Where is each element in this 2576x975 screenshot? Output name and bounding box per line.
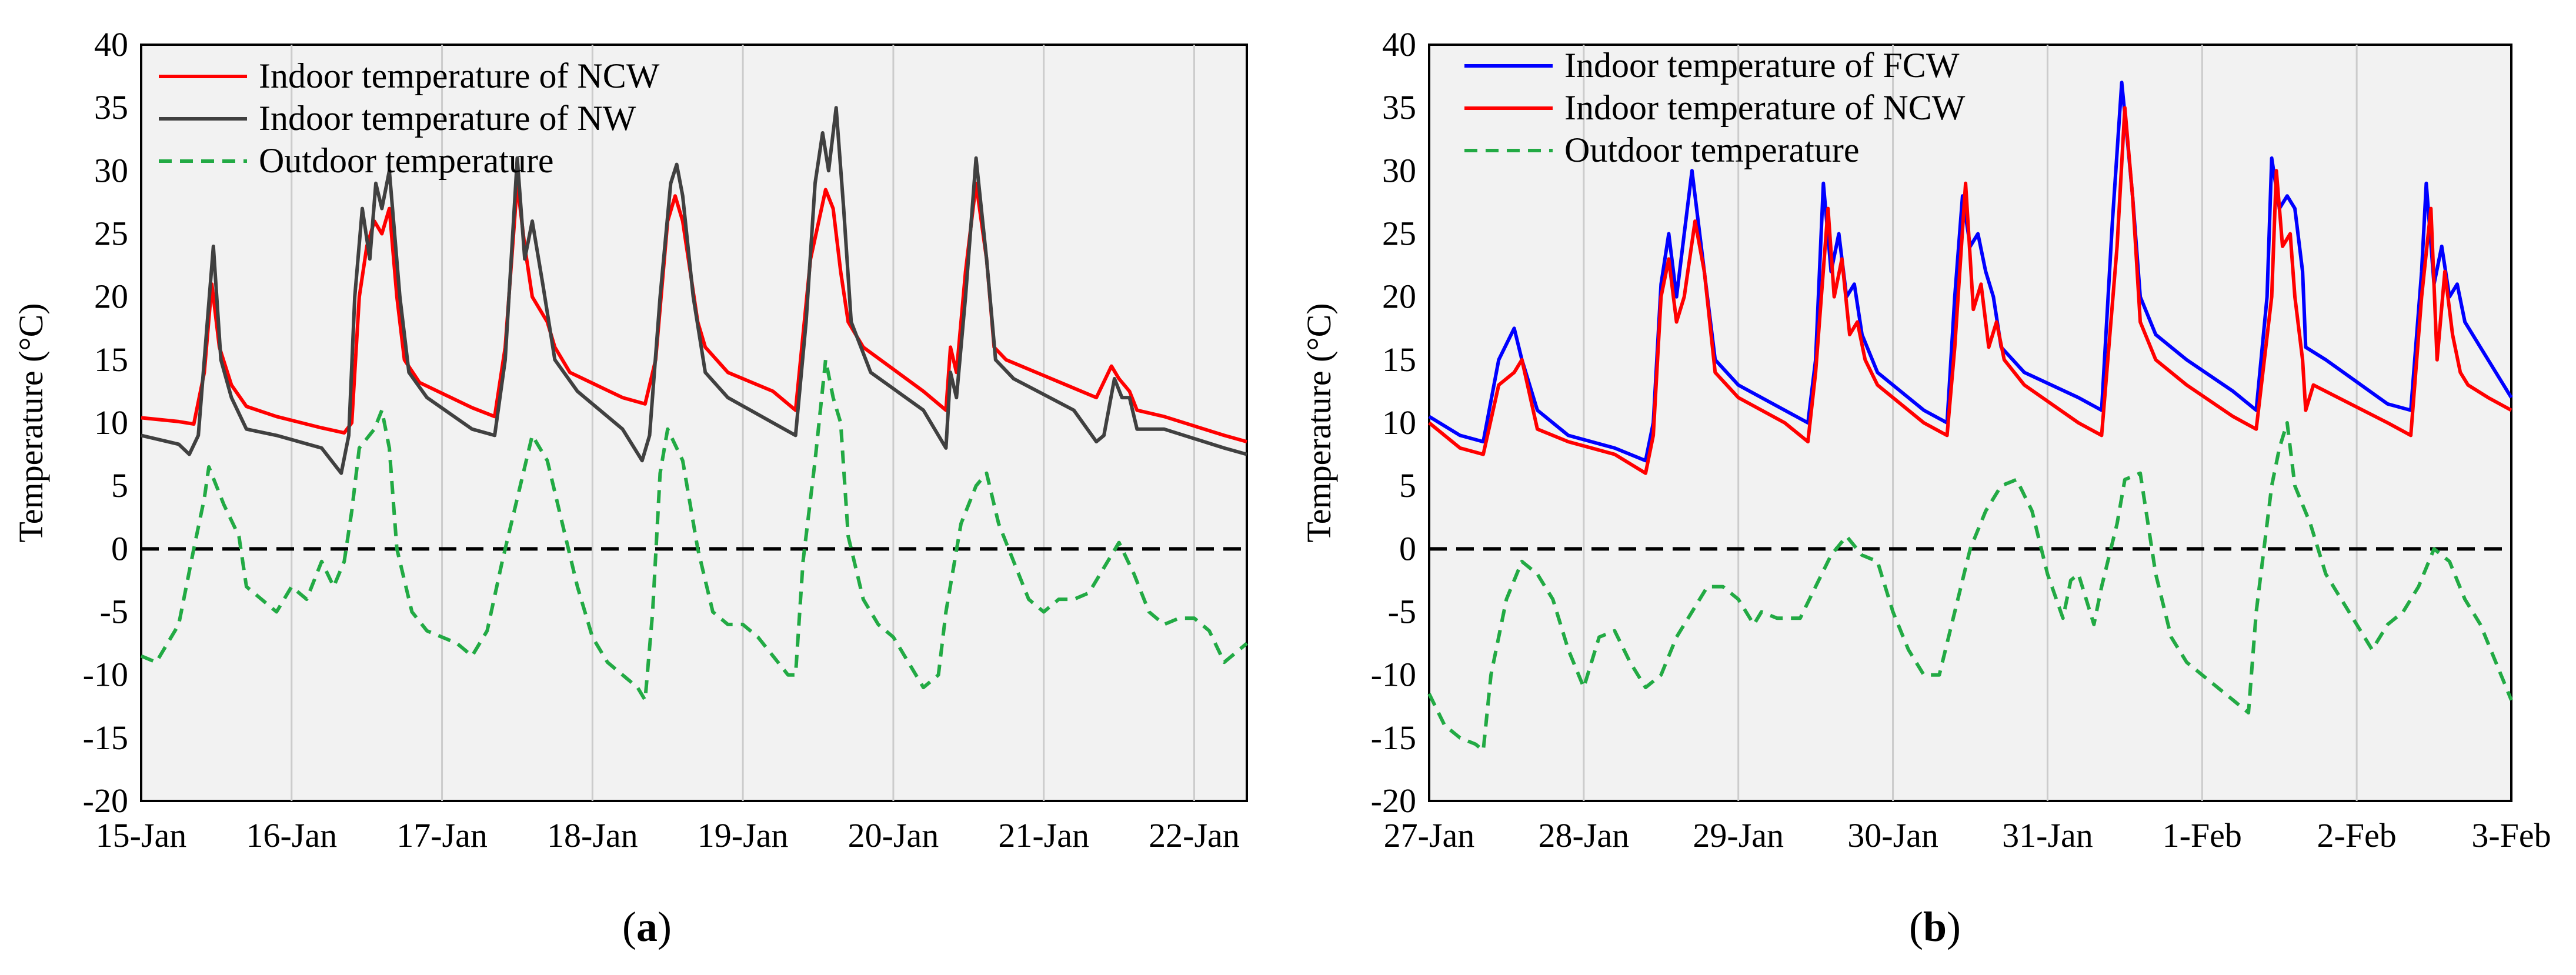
x-tick-label: 16-Jan <box>246 816 337 854</box>
y-tick-label: 30 <box>94 151 128 189</box>
y-tick-label: -10 <box>83 656 128 694</box>
x-tick-label: 27-Jan <box>1384 816 1475 854</box>
x-tick-label: 1-Feb <box>2163 816 2242 854</box>
x-tick-label: 21-Jan <box>998 816 1089 854</box>
y-tick-label: -20 <box>83 782 128 820</box>
y-tick-label: 20 <box>1382 278 1416 316</box>
chart-panel-b: -20 -15 -10 -5 0 5 10 15 20 25 30 35 40 27-Jan 28-Jan… <box>1300 25 2551 854</box>
series-group-b <box>1427 81 2513 753</box>
series-line-1 <box>141 106 1247 475</box>
x-tick-label: 3-Feb <box>2471 816 2551 854</box>
y-tick-label: 10 <box>94 403 128 442</box>
caption-b-open: ( <box>1909 903 1923 950</box>
x-tick-label: 17-Jan <box>396 816 488 854</box>
y-tick-label: 5 <box>1399 466 1416 505</box>
chart-panel-a: -20 -15 -10 -5 0 5 10 15 20 25 30 35 40 15-Jan 16-Jan… <box>12 25 1248 854</box>
y-tick-label: 40 <box>1382 25 1416 64</box>
y-tick-label: -5 <box>100 593 128 631</box>
x-tick-label: 15-Jan <box>96 816 187 854</box>
plot-area-b <box>1428 44 2512 802</box>
series-group-a <box>140 106 1248 702</box>
y-axis-label-a: Temperature (°C) <box>12 303 50 542</box>
y-tick-label: 15 <box>94 340 128 379</box>
y-tick-label: 30 <box>1382 151 1416 189</box>
caption-b-close: ) <box>1947 903 1961 950</box>
x-tick-label: 31-Jan <box>2002 816 2093 854</box>
y-tick-label: 25 <box>94 215 128 253</box>
legend-label: Indoor temperature of NW <box>259 99 636 138</box>
y-tick-label: -15 <box>83 719 128 757</box>
y-tick-label: 35 <box>1382 88 1416 126</box>
x-tick-label: 20-Jan <box>848 816 939 854</box>
caption-b: (b) <box>1909 903 1961 950</box>
y-tick-labels-b: -20 -15 -10 -5 0 5 10 15 20 25 30 35 40 <box>1371 25 1416 820</box>
y-tick-label: 40 <box>94 25 128 64</box>
y-tick-label: 10 <box>1382 403 1416 442</box>
y-tick-label: 0 <box>111 529 128 567</box>
y-tick-label: 5 <box>111 466 128 505</box>
caption-a-close: ) <box>658 903 672 950</box>
y-tick-label: -15 <box>1371 719 1416 757</box>
legend-label: Indoor temperature of NCW <box>259 56 660 95</box>
y-tick-label: 15 <box>1382 340 1416 379</box>
legend-label: Indoor temperature of NCW <box>1564 88 1966 127</box>
legend-label: Outdoor temperature <box>259 141 553 180</box>
legend-a: Indoor temperature of NCW Indoor temperat… <box>159 56 660 180</box>
y-tick-label: 35 <box>94 88 128 126</box>
caption-a-open: ( <box>622 903 636 950</box>
series-line-0 <box>1428 81 2513 463</box>
x-tick-labels-a: 15-Jan 16-Jan 17-Jan 18-Jan 19-Jan 20-Jan 21-J… <box>96 816 1240 854</box>
x-tick-labels-b: 27-Jan 28-Jan 29-Jan 30-Jan 31-Jan 1-Feb 2-Feb… <box>1384 816 2551 854</box>
y-axis-label-b: Temperature (°C) <box>1300 303 1338 542</box>
x-tick-label: 19-Jan <box>698 816 789 854</box>
y-tick-label: -20 <box>1371 782 1416 820</box>
legend-label: Indoor temperature of FCW <box>1564 46 1960 85</box>
legend-label: Outdoor temperature <box>1564 131 1859 169</box>
x-tick-label: 28-Jan <box>1539 816 1630 854</box>
series-line-2 <box>140 358 1248 702</box>
grid-b <box>1583 45 2358 801</box>
grid-a <box>291 45 1195 801</box>
y-tick-label: -10 <box>1371 656 1416 694</box>
series-line-2 <box>1427 421 2513 753</box>
y-tick-label: 25 <box>1382 215 1416 253</box>
plot-area-a <box>140 44 1248 802</box>
x-tick-label: 29-Jan <box>1693 816 1784 854</box>
x-tick-label: 22-Jan <box>1149 816 1240 854</box>
series-line-1 <box>1428 106 2512 475</box>
y-tick-label: 0 <box>1399 529 1416 567</box>
x-tick-label: 30-Jan <box>1847 816 1938 854</box>
caption-a-letter: a <box>636 903 658 950</box>
caption-b-letter: b <box>1923 903 1947 950</box>
y-tick-labels-a: -20 -15 -10 -5 0 5 10 15 20 25 30 35 40 <box>83 25 128 820</box>
y-tick-label: 20 <box>94 278 128 316</box>
caption-a: (a) <box>622 903 672 950</box>
x-tick-label: 18-Jan <box>547 816 638 854</box>
y-tick-label: -5 <box>1388 593 1416 631</box>
x-tick-label: 2-Feb <box>2317 816 2396 854</box>
